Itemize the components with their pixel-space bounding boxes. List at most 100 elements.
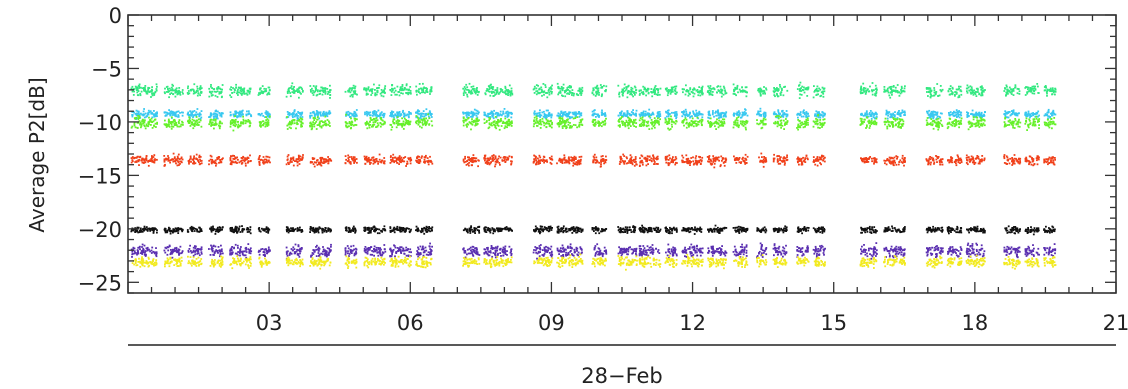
data-point xyxy=(496,87,499,89)
data-point xyxy=(131,125,134,128)
data-point xyxy=(946,127,949,130)
data-point xyxy=(258,121,261,123)
data-point xyxy=(390,110,393,113)
data-point xyxy=(261,120,264,123)
data-point xyxy=(506,116,509,118)
data-point xyxy=(627,122,630,124)
data-point xyxy=(1047,118,1049,121)
data-point xyxy=(635,109,638,112)
data-point xyxy=(153,159,156,161)
data-point xyxy=(231,122,234,124)
data-point xyxy=(178,164,180,166)
data-point xyxy=(931,114,933,116)
data-point xyxy=(578,121,581,124)
data-point xyxy=(200,162,203,165)
data-point xyxy=(890,91,892,94)
data-point xyxy=(407,123,409,125)
data-point xyxy=(948,88,951,90)
data-point xyxy=(543,113,546,115)
data-point xyxy=(667,113,670,115)
data-point xyxy=(135,160,138,163)
data-point xyxy=(1033,92,1036,95)
data-point xyxy=(1011,88,1013,91)
data-point xyxy=(187,93,190,95)
data-point xyxy=(212,115,215,118)
data-point xyxy=(625,86,628,88)
data-point xyxy=(1050,112,1052,115)
data-point xyxy=(785,110,788,112)
data-point xyxy=(469,122,472,125)
data-point xyxy=(171,88,174,91)
data-point xyxy=(932,127,935,130)
data-point xyxy=(779,123,782,126)
data-point xyxy=(400,88,403,91)
data-point xyxy=(415,90,418,93)
data-point xyxy=(570,126,573,129)
data-point xyxy=(1005,84,1008,87)
data-point xyxy=(1024,122,1027,125)
data-point xyxy=(505,111,508,113)
data-point xyxy=(488,122,491,125)
data-point xyxy=(557,87,560,89)
data-point xyxy=(403,112,405,115)
data-point xyxy=(419,92,421,95)
data-point xyxy=(477,91,480,94)
data-point xyxy=(873,113,876,115)
data-point xyxy=(329,125,331,127)
data-point xyxy=(936,83,939,85)
data-point xyxy=(1028,118,1031,121)
data-point xyxy=(696,89,699,91)
data-point xyxy=(291,161,293,163)
data-point xyxy=(178,158,181,160)
data-point xyxy=(760,115,763,117)
data-point xyxy=(866,113,868,115)
data-point xyxy=(326,119,329,121)
data-point xyxy=(940,123,943,126)
data-point xyxy=(593,109,595,112)
data-point xyxy=(286,111,289,113)
data-point xyxy=(948,113,951,116)
data-point xyxy=(229,125,232,128)
data-point xyxy=(488,117,491,119)
data-point xyxy=(1047,117,1049,120)
data-point xyxy=(141,113,143,116)
data-point xyxy=(655,93,658,96)
data-point xyxy=(872,116,875,118)
data-point xyxy=(372,110,374,113)
data-point xyxy=(1036,112,1039,114)
data-point xyxy=(778,112,780,115)
data-point xyxy=(503,122,506,124)
data-point xyxy=(381,119,384,122)
data-point xyxy=(668,120,670,122)
data-point xyxy=(329,159,332,162)
data-point xyxy=(926,117,929,119)
data-point xyxy=(354,119,356,122)
data-point xyxy=(896,84,899,86)
data-point xyxy=(694,120,697,123)
data-point xyxy=(172,160,175,163)
data-point xyxy=(807,119,809,122)
data-point xyxy=(504,85,507,88)
data-point xyxy=(466,125,468,128)
data-point xyxy=(229,122,232,124)
data-point xyxy=(300,125,302,128)
data-point xyxy=(796,88,799,90)
data-point xyxy=(417,119,420,121)
data-point xyxy=(467,123,470,126)
data-point xyxy=(179,93,182,96)
data-point xyxy=(640,125,643,127)
data-point xyxy=(626,110,629,113)
data-point xyxy=(1029,87,1032,89)
data-point xyxy=(326,160,328,162)
data-point xyxy=(874,92,877,95)
data-point xyxy=(1026,129,1028,131)
data-point xyxy=(1028,119,1031,122)
data-point xyxy=(535,119,538,121)
data-point xyxy=(402,120,405,123)
data-point xyxy=(1018,118,1020,121)
data-point xyxy=(717,89,720,91)
data-point xyxy=(258,164,261,166)
data-point xyxy=(221,95,223,98)
data-point xyxy=(376,125,379,128)
data-point xyxy=(502,112,504,115)
